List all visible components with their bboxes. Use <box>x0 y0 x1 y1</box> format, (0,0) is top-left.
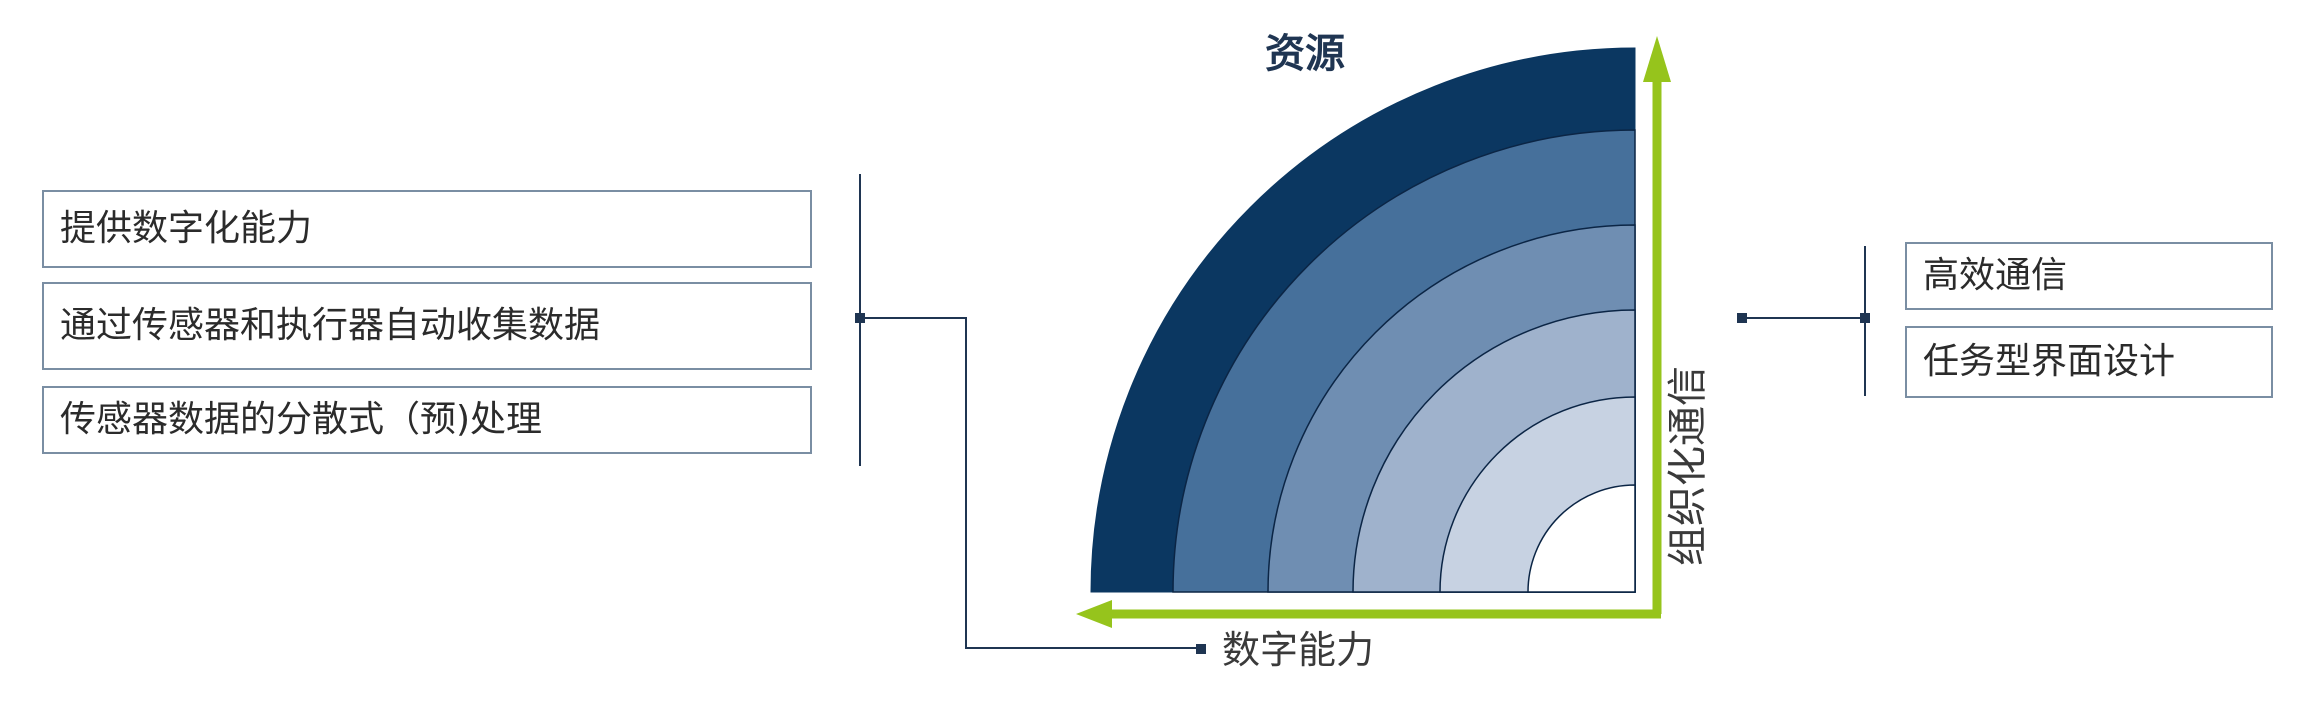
left-connector-node <box>855 313 865 323</box>
left-item-sensor-preprocessing: 传感器数据的分散式（预)处理 <box>42 386 812 454</box>
right-connector-node-inner <box>1860 313 1870 323</box>
right-item-task-interface-design: 任务型界面设计 <box>1905 326 2273 398</box>
bottom-connector-node <box>1196 644 1206 654</box>
y-axis-arrowhead <box>1643 36 1671 82</box>
left-item-digital-capability: 提供数字化能力 <box>42 190 812 268</box>
resources-title: 资源 <box>1265 31 1345 77</box>
resource-ring-core <box>1527 484 1636 593</box>
left-connector-line <box>860 317 1200 649</box>
right-item-efficient-communication: 高效通信 <box>1905 242 2273 310</box>
y-axis-label: 组织化通信 <box>1665 366 1711 566</box>
x-axis-label: 数字能力 <box>1222 628 1375 672</box>
left-item-sensor-data-collection: 通过传感器和执行器自动收集数据 <box>42 282 812 370</box>
right-connector-node-outer <box>1737 313 1747 323</box>
x-axis-arrowhead <box>1076 600 1112 628</box>
